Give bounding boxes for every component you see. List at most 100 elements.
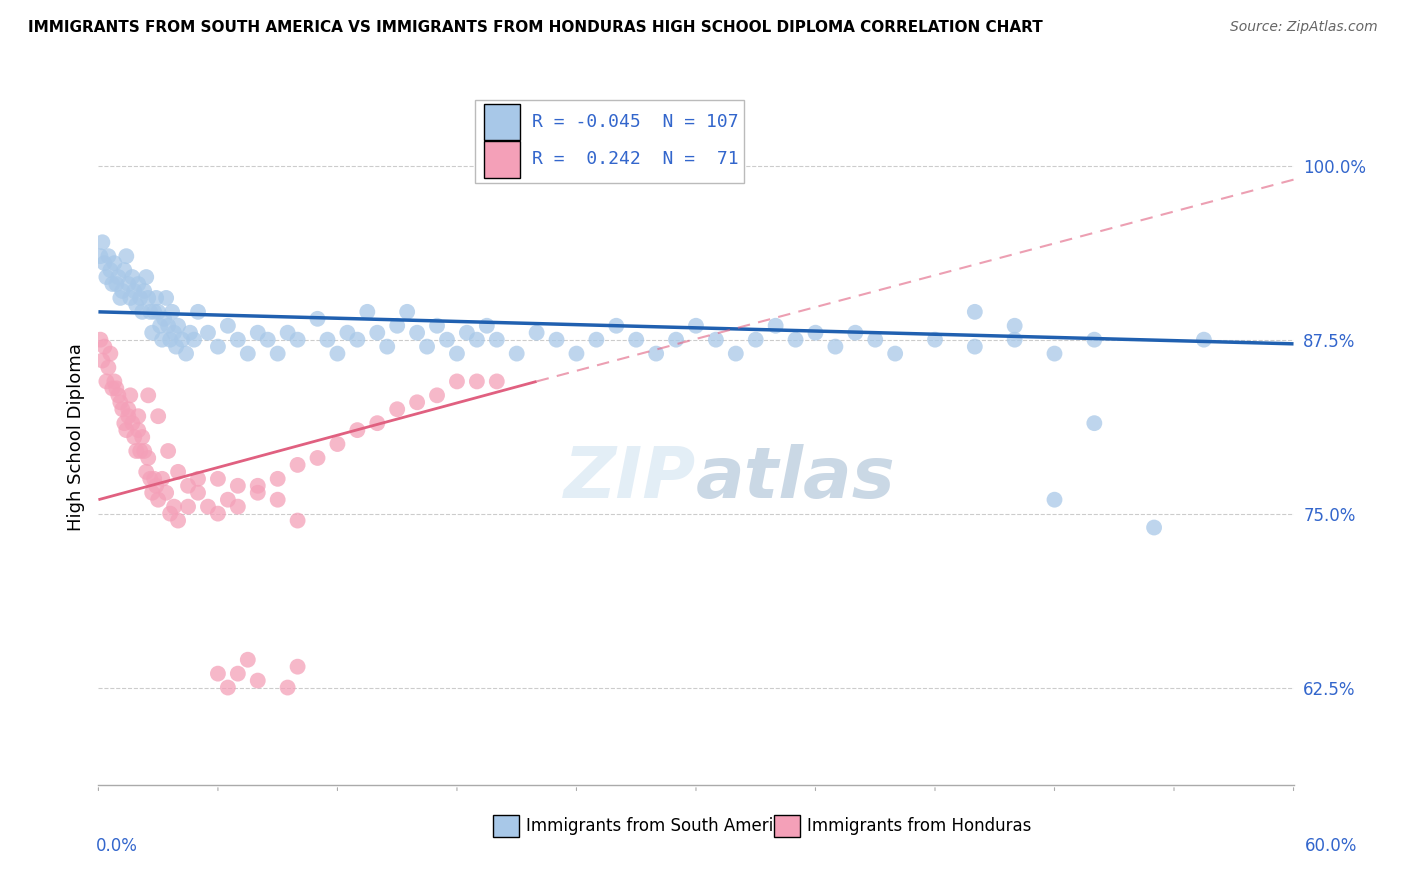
Point <box>127 409 149 424</box>
Point <box>98 346 122 360</box>
Point <box>96 375 118 389</box>
Point <box>485 333 508 347</box>
Point <box>127 277 149 291</box>
Point <box>131 430 153 444</box>
Point <box>526 326 548 340</box>
Point <box>143 305 166 319</box>
Point <box>117 402 139 417</box>
FancyBboxPatch shape <box>494 815 519 837</box>
Point <box>93 340 115 354</box>
Point <box>105 277 128 291</box>
FancyBboxPatch shape <box>485 141 520 178</box>
Point <box>1043 492 1066 507</box>
Point <box>287 659 309 673</box>
Point <box>150 472 173 486</box>
Point <box>115 423 138 437</box>
Point <box>120 291 142 305</box>
Point <box>167 318 190 333</box>
Point <box>724 346 747 360</box>
Point <box>963 340 986 354</box>
Point <box>804 326 827 340</box>
Point <box>101 381 124 395</box>
Text: ZIP: ZIP <box>564 444 696 513</box>
Point <box>236 653 259 667</box>
Point <box>136 388 159 402</box>
Point <box>366 416 388 430</box>
Point <box>150 333 173 347</box>
Point <box>267 492 290 507</box>
Point <box>197 326 219 340</box>
Point <box>546 333 568 347</box>
Point <box>446 375 468 389</box>
Point <box>884 346 907 360</box>
Point <box>110 395 132 409</box>
Point <box>177 500 200 514</box>
Text: R =  0.242  N =  71: R = 0.242 N = 71 <box>533 151 740 169</box>
Point <box>136 291 159 305</box>
Point <box>416 340 439 354</box>
Text: atlas: atlas <box>696 444 896 513</box>
Point <box>148 305 170 319</box>
Point <box>110 291 132 305</box>
Point <box>157 444 180 458</box>
Point <box>346 423 368 437</box>
Point <box>924 333 946 347</box>
Point <box>356 305 378 319</box>
Point <box>124 430 146 444</box>
Point <box>141 326 163 340</box>
Point <box>226 500 249 514</box>
Point <box>129 444 152 458</box>
Point <box>159 333 181 347</box>
Point <box>187 472 209 486</box>
Point <box>136 450 159 465</box>
Point <box>207 507 229 521</box>
Point <box>824 340 846 354</box>
Point <box>246 479 269 493</box>
Point <box>406 395 429 409</box>
Point <box>121 270 143 285</box>
Point <box>963 305 986 319</box>
Point <box>139 305 162 319</box>
Point <box>704 333 727 347</box>
Point <box>217 681 239 695</box>
Point <box>287 333 309 347</box>
Point <box>111 284 134 298</box>
Point <box>366 326 388 340</box>
Point <box>277 681 299 695</box>
Point <box>385 402 409 417</box>
Text: 60.0%: 60.0% <box>1305 837 1357 855</box>
Point <box>446 346 468 360</box>
Point <box>179 326 201 340</box>
FancyBboxPatch shape <box>485 103 520 140</box>
Point <box>236 346 259 360</box>
Point <box>246 485 269 500</box>
Point <box>187 485 209 500</box>
Point <box>167 465 190 479</box>
Point <box>89 333 111 347</box>
Point <box>148 492 170 507</box>
Point <box>1043 346 1066 360</box>
Point <box>226 666 249 681</box>
Point <box>159 507 181 521</box>
Point <box>207 472 229 486</box>
Point <box>465 333 488 347</box>
Point <box>98 263 122 277</box>
Point <box>267 472 290 486</box>
Point <box>107 270 129 285</box>
Point <box>153 311 176 326</box>
Point <box>117 277 139 291</box>
Point <box>1143 520 1166 534</box>
Text: Immigrants from South America: Immigrants from South America <box>526 817 793 835</box>
Point <box>124 284 146 298</box>
Point <box>336 326 359 340</box>
Point <box>139 472 162 486</box>
Point <box>1004 318 1026 333</box>
Point <box>256 333 278 347</box>
Point <box>1004 333 1026 347</box>
Point <box>277 326 299 340</box>
Point <box>145 291 167 305</box>
Point <box>865 333 887 347</box>
Point <box>167 514 190 528</box>
Point <box>765 318 787 333</box>
Point <box>217 492 239 507</box>
